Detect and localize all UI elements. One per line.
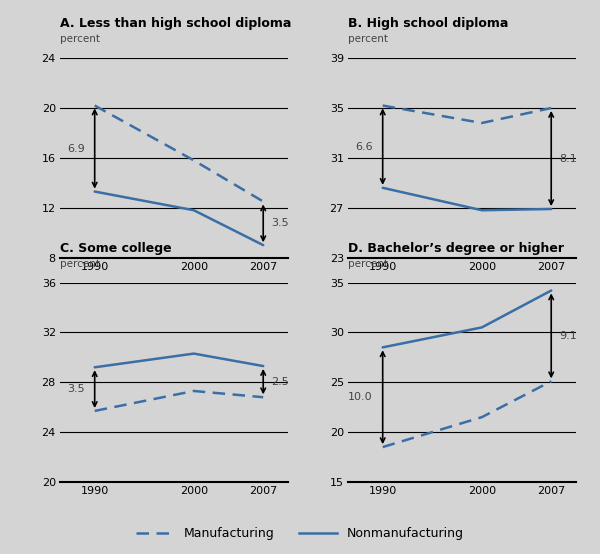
Text: A. Less than high school diploma: A. Less than high school diploma [60,18,292,30]
Text: percent: percent [348,259,388,269]
Text: percent: percent [348,34,388,44]
Text: 6.9: 6.9 [67,143,85,153]
Text: 3.5: 3.5 [271,218,289,228]
Text: D. Bachelor’s degree or higher: D. Bachelor’s degree or higher [348,242,564,255]
Text: percent: percent [60,259,100,269]
Text: C. Some college: C. Some college [60,242,172,255]
Text: 10.0: 10.0 [348,392,373,402]
Text: 6.6: 6.6 [355,142,373,152]
Text: 3.5: 3.5 [67,384,85,394]
Text: 8.1: 8.1 [559,153,577,163]
Text: percent: percent [60,34,100,44]
Legend: Manufacturing, Nonmanufacturing: Manufacturing, Nonmanufacturing [131,522,469,545]
Text: B. High school diploma: B. High school diploma [348,18,508,30]
Text: 9.1: 9.1 [559,331,577,341]
Text: 2.5: 2.5 [271,377,289,387]
